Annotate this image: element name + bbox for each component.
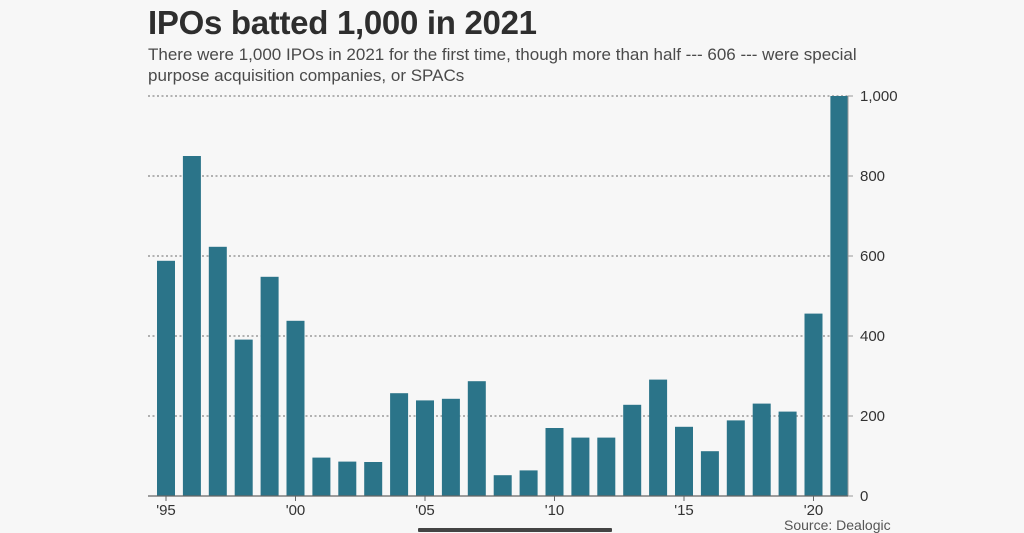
bar-2001	[312, 457, 331, 496]
bar-2021	[830, 96, 849, 496]
bar-2012	[597, 437, 616, 496]
bar-2006	[441, 398, 460, 496]
bar-2017	[726, 420, 745, 496]
bar-2010	[545, 428, 564, 496]
bar-2016	[700, 451, 719, 496]
y-tick-label: 400	[860, 328, 885, 345]
bar-1996	[182, 156, 201, 496]
chart-subtitle: There were 1,000 IPOs in 2021 for the fi…	[148, 45, 857, 85]
bar-2003	[364, 462, 383, 496]
x-tick-label: '20	[804, 502, 824, 519]
video-progress-bar	[418, 528, 612, 532]
bar-2005	[416, 400, 434, 496]
bar-2018	[752, 403, 771, 496]
bar-2004	[390, 393, 409, 496]
bar-1998	[234, 339, 253, 496]
bar-2008	[493, 475, 512, 496]
y-tick-label: 600	[860, 248, 885, 265]
bar-2000	[286, 320, 305, 496]
bar-1995	[157, 260, 175, 496]
gridlines	[148, 95, 848, 417]
bar-2014	[649, 379, 668, 496]
bar-2007	[467, 381, 486, 496]
y-tick-label: 1,000	[860, 88, 898, 105]
bars	[157, 96, 849, 496]
y-tick-label: 0	[860, 488, 868, 505]
bar-2013	[623, 404, 642, 496]
chart-title: IPOs batted 1,000 in 2021	[148, 4, 537, 41]
x-tick-label: '10	[545, 502, 565, 519]
x-tick-label: '15	[674, 502, 694, 519]
bar-1997	[208, 246, 227, 496]
bar-2020	[804, 313, 823, 496]
axes: 0 200 400 600 800 1,000 '95 '00 '05 '10 '15 '20	[148, 88, 898, 519]
bar-2009	[519, 470, 538, 496]
bar-1999	[260, 276, 279, 496]
x-tick-label: '05	[415, 502, 435, 519]
bar-2019	[778, 411, 797, 496]
source-note: Source: Dealogic	[784, 517, 891, 533]
bar-2011	[571, 437, 590, 496]
bar-2015	[675, 426, 693, 496]
x-tick-label: '00	[286, 502, 306, 519]
y-tick-label: 800	[860, 168, 885, 185]
y-tick-label: 200	[860, 408, 885, 425]
x-tick-label: '95	[156, 502, 176, 519]
bar-2002	[338, 461, 357, 496]
